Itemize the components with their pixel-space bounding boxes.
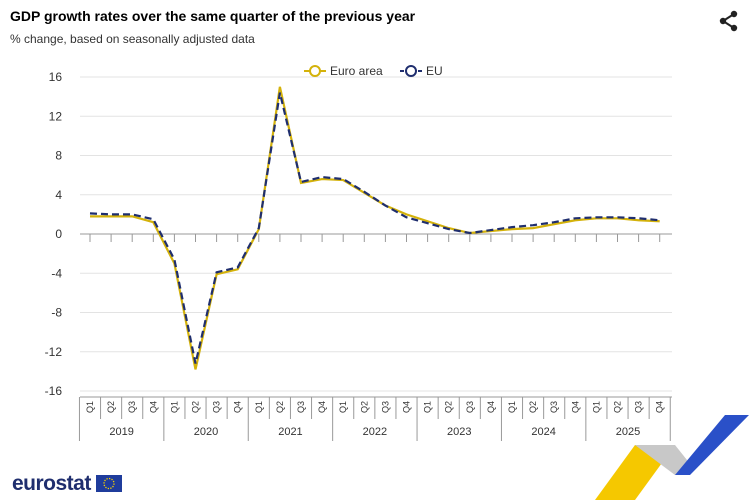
- x-tick-label-year: 2022: [363, 426, 387, 438]
- x-tick-label-quarter: Q3: [296, 401, 306, 413]
- x-tick-label-quarter: Q3: [212, 401, 222, 413]
- legend-label: Euro area: [330, 64, 383, 78]
- series-line-euro-area: [90, 86, 660, 370]
- y-tick-label: 0: [55, 227, 62, 241]
- y-tick-label: 4: [55, 188, 62, 202]
- logo-text: eurostat: [12, 472, 91, 495]
- y-tick-label: -12: [45, 345, 63, 359]
- y-tick-label: 16: [49, 70, 63, 84]
- chart-title: GDP growth rates over the same quarter o…: [10, 8, 416, 24]
- x-tick-label-quarter: Q4: [148, 401, 158, 413]
- eu-flag-icon: [96, 475, 123, 492]
- x-tick-label-quarter: Q2: [613, 401, 623, 413]
- x-tick-label-year: 2025: [616, 426, 640, 438]
- x-tick-label-quarter: Q4: [570, 401, 580, 413]
- x-tick-label-quarter: Q1: [254, 401, 264, 413]
- x-tick-label-quarter: Q1: [85, 401, 95, 413]
- x-tick-label-year: 2023: [447, 426, 471, 438]
- y-tick-label: 8: [55, 149, 62, 163]
- x-tick-label-year: 2020: [194, 426, 218, 438]
- eurostat-logo: eurostat: [12, 472, 123, 496]
- x-tick-label-quarter: Q2: [275, 401, 285, 413]
- decorative-shapes: [595, 415, 749, 500]
- x-tick-label-quarter: Q4: [317, 401, 327, 413]
- x-tick-label-quarter: Q4: [655, 401, 665, 413]
- x-tick-label-quarter: Q1: [423, 401, 433, 413]
- x-tick-label-year: 2019: [109, 426, 133, 438]
- y-tick-label: -8: [51, 306, 62, 320]
- legend-marker: [309, 65, 321, 77]
- x-tick-label-quarter: Q2: [106, 401, 116, 413]
- x-tick-label-quarter: Q3: [380, 401, 390, 413]
- y-tick-label: 12: [49, 109, 63, 123]
- x-tick-label-quarter: Q2: [191, 401, 201, 413]
- x-tick-label-quarter: Q4: [486, 401, 496, 413]
- x-tick-label-quarter: Q2: [359, 401, 369, 413]
- y-tick-label: -16: [45, 384, 63, 398]
- x-tick-label-quarter: Q3: [634, 401, 644, 413]
- x-tick-label-quarter: Q1: [338, 401, 348, 413]
- x-tick-label-quarter: Q3: [549, 401, 559, 413]
- share-icon[interactable]: [718, 10, 740, 32]
- x-tick-label-quarter: Q2: [444, 401, 454, 413]
- y-tick-label: -4: [51, 266, 62, 280]
- x-tick-label-quarter: Q1: [507, 401, 517, 413]
- series-line-eu: [89, 92, 660, 364]
- x-tick-label-quarter: Q3: [127, 401, 137, 413]
- x-tick-label-year: 2024: [531, 426, 555, 438]
- legend-label: EU: [426, 64, 443, 78]
- x-tick-label-quarter: Q1: [591, 401, 601, 413]
- x-tick-label-quarter: Q2: [528, 401, 538, 413]
- x-tick-label-quarter: Q3: [465, 401, 475, 413]
- legend-marker: [405, 65, 417, 77]
- x-tick-label-quarter: Q4: [233, 401, 243, 413]
- chart-subtitle: % change, based on seasonally adjusted d…: [10, 32, 255, 46]
- x-tick-label-quarter: Q1: [169, 401, 179, 413]
- x-tick-label-quarter: Q4: [402, 401, 412, 413]
- x-tick-label-year: 2021: [278, 426, 302, 438]
